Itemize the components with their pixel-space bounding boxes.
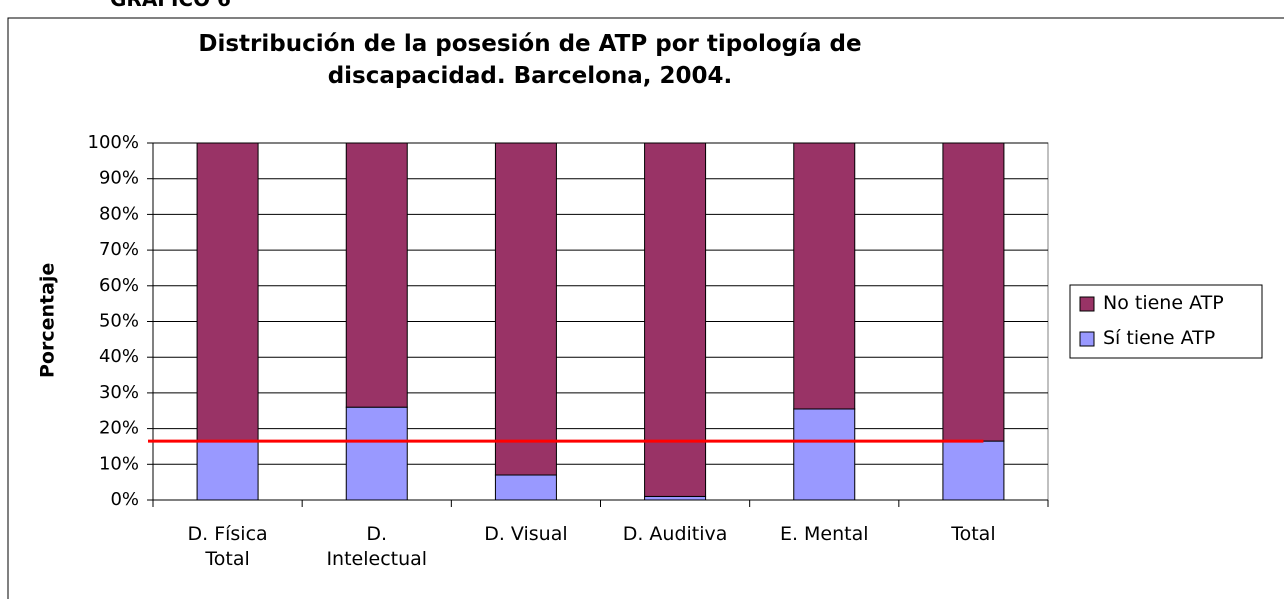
bar-segment (494, 474, 557, 501)
legend-swatch (1079, 331, 1095, 347)
y-tick-label: 0% (110, 489, 139, 510)
bar-segment (345, 406, 408, 501)
x-tick-label: Total (951, 523, 996, 545)
y-tick-label: 80% (99, 203, 139, 224)
x-tick-label: E. Mental (779, 523, 869, 545)
y-tick-label: 20% (99, 418, 139, 439)
bar-segment (644, 142, 707, 497)
legend-label: Sí tiene ATP (1103, 327, 1216, 349)
y-tick-label: 70% (99, 239, 139, 260)
bar-segment (345, 142, 408, 408)
bar-segment (494, 142, 557, 476)
bar-segment (644, 495, 707, 501)
legend-swatch (1079, 296, 1095, 312)
y-tick-label: 100% (88, 132, 139, 153)
bar-segment (942, 440, 1005, 501)
y-tick-label: 60% (99, 275, 139, 296)
bar-segment (793, 142, 856, 410)
y-tick-label: 50% (99, 311, 139, 332)
bar-segment (196, 440, 259, 501)
y-tick-label: 40% (99, 346, 139, 367)
y-tick-label: 30% (99, 382, 139, 403)
legend-box (1069, 284, 1263, 359)
chart-title: Distribución de la posesión de ATP por t… (198, 31, 862, 89)
heading: GRÁFICO 6 (110, 0, 231, 12)
x-tick-label: D. Física Total (187, 523, 268, 570)
legend-label: No tiene ATP (1103, 292, 1224, 314)
bar-segment (942, 142, 1005, 442)
y-tick-label: 10% (99, 453, 139, 474)
x-tick-label: D. Visual (484, 523, 568, 545)
x-tick-label: D. Auditiva (622, 523, 728, 545)
y-axis-label: Porcentaje (36, 262, 59, 379)
bar-segment (196, 142, 259, 442)
y-tick-label: 90% (99, 168, 139, 189)
x-tick-label: D. Intelectual (326, 523, 428, 570)
bar-segment (793, 408, 856, 501)
